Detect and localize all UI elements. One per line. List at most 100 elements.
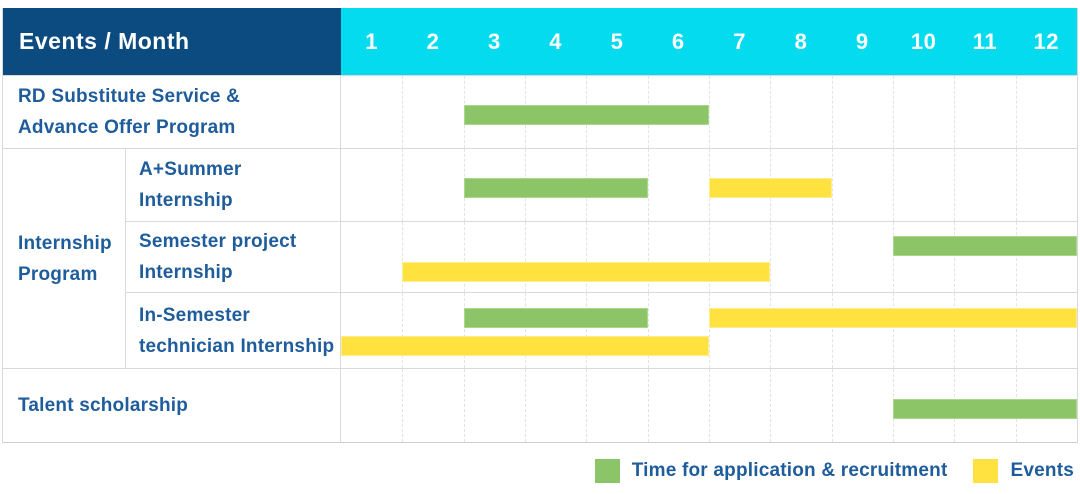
- row-label-line: technician Internship: [139, 335, 335, 357]
- row-label: Talent scholarship: [3, 369, 341, 442]
- month-gridline: [831, 293, 833, 368]
- row-label-line: Internship: [139, 189, 233, 211]
- legend-item-event: Events: [973, 459, 1074, 483]
- legend: Time for application & recruitment Events: [569, 459, 1074, 483]
- month-gridline: [831, 149, 833, 221]
- event-bar: [709, 308, 1077, 329]
- month-gridline: [954, 149, 956, 221]
- month-gridline: [893, 221, 894, 293]
- event-bar: [402, 261, 771, 282]
- application-bar: [893, 399, 1077, 419]
- month-gridline: [954, 221, 956, 293]
- month-gridline: [1015, 221, 1017, 293]
- month-gridline: [647, 149, 649, 221]
- table-header-row: Events / Month 1 2 3 4 5 6 7 8 9 10 11 12: [3, 8, 1077, 75]
- month-gridline: [402, 76, 404, 148]
- timeline-cell: [341, 293, 1077, 368]
- events-month-table: Events / Month 1 2 3 4 5 6 7 8 9 10 11 12 RD Substi…: [2, 8, 1078, 443]
- month-gridline: [831, 369, 833, 442]
- month-gridline: [709, 369, 710, 442]
- month-label: 3: [487, 28, 501, 54]
- table-title: Events / Month: [3, 8, 341, 75]
- group-subrows: A+Summer Internship Semester project Intern…: [126, 149, 1077, 368]
- event-bar: [341, 336, 709, 357]
- row-label-line: Talent scholarship: [18, 395, 189, 416]
- month-gridline: [1015, 149, 1017, 221]
- application-bar: [463, 308, 648, 329]
- month-gridline: [463, 221, 465, 293]
- month-gridline: [770, 293, 772, 368]
- row-label-line: In-Semester: [139, 304, 250, 326]
- month-gridline: [954, 293, 956, 368]
- row-label-line: Advance Offer Program: [18, 117, 236, 138]
- month-gridline: [463, 293, 465, 368]
- month-gridline: [586, 221, 588, 293]
- month-gridline: [709, 293, 710, 368]
- row-label: RD Substitute Service & Advance Offer Pro…: [3, 76, 341, 148]
- legend-label: Events: [1010, 460, 1074, 481]
- month-label: 12: [1033, 28, 1060, 54]
- month-gridline: [770, 221, 772, 293]
- month-gridline: [1015, 293, 1017, 368]
- month-gridline: [893, 149, 894, 221]
- row-label-line: A+Summer: [139, 158, 242, 180]
- row-label: In-Semester technician Internship: [126, 293, 341, 368]
- month-gridline: [463, 369, 465, 442]
- event-bar: [709, 178, 832, 198]
- month-gridline: [525, 293, 526, 368]
- month-header: 1 2 3 4 5 6 7 8 9 10 11 12: [341, 8, 1077, 75]
- month-label: 11: [972, 28, 998, 54]
- application-bar: [463, 105, 709, 125]
- legend-item-application: Time for application & recruitment: [594, 459, 948, 483]
- month-label: 5: [610, 28, 624, 54]
- month-label: 8: [794, 28, 808, 54]
- row-label-line: Internship: [139, 262, 233, 283]
- month-label: 9: [855, 28, 869, 54]
- legend-label: Time for application & recruitment: [631, 460, 948, 481]
- month-label: 7: [733, 28, 746, 54]
- table-row: In-Semester technician Internship: [126, 292, 1077, 368]
- table-row: A+Summer Internship: [126, 149, 1077, 221]
- row-label: A+Summer Internship: [126, 149, 341, 221]
- month-gridline: [402, 293, 404, 368]
- timeline-cell: [341, 149, 1077, 221]
- month-gridline: [525, 369, 526, 442]
- timeline-cell: [341, 369, 1077, 442]
- month-gridline: [893, 293, 894, 368]
- month-gridline: [770, 369, 772, 442]
- month-gridline: [770, 76, 772, 148]
- month-gridline: [402, 221, 404, 293]
- timeline-cell: [341, 221, 1077, 293]
- group-label: Internship Program: [3, 149, 126, 368]
- month-label: 2: [426, 28, 440, 54]
- row-label-line: Semester project: [139, 231, 297, 252]
- group-label-line: Internship: [18, 232, 112, 254]
- month-label: 4: [549, 28, 563, 54]
- month-gridline: [709, 221, 710, 293]
- row-label-line: RD Substitute Service &: [18, 86, 241, 107]
- month-gridline: [647, 293, 649, 368]
- month-gridline: [831, 76, 833, 148]
- application-bar: [463, 178, 648, 198]
- month-gridline: [647, 221, 649, 293]
- table-row: RD Substitute Service & Advance Offer Pro…: [3, 75, 1077, 148]
- month-gridline: [647, 369, 649, 442]
- month-gridline: [525, 221, 526, 293]
- month-gridline: [954, 76, 956, 148]
- month-label: 1: [365, 28, 379, 54]
- application-bar: [893, 235, 1077, 256]
- month-label: 10: [910, 28, 937, 54]
- month-gridline: [586, 369, 588, 442]
- group-label-line: Program: [18, 263, 98, 285]
- month-gridline: [1015, 76, 1017, 148]
- timeline-cell: [341, 76, 1077, 148]
- row-label: Semester project Internship: [126, 221, 341, 293]
- table-body: RD Substitute Service & Advance Offer Pro…: [3, 75, 1077, 442]
- month-gridline: [402, 369, 404, 442]
- month-gridline: [402, 149, 404, 221]
- month-gridline: [831, 221, 833, 293]
- table-row: Talent scholarship: [3, 368, 1077, 442]
- month-gridline: [586, 293, 588, 368]
- event-swatch: [973, 459, 999, 483]
